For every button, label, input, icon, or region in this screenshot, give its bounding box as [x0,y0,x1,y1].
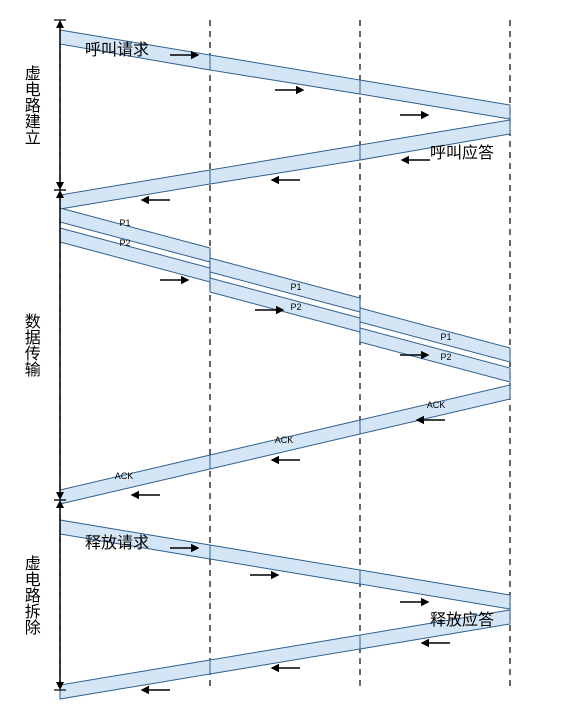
label-call_response: 呼叫应答 [430,143,494,162]
band-tag-ack-8: ACK [115,471,134,481]
phase-label-data: 数据传输 [22,313,41,377]
label-release_request: 释放请求 [85,534,149,552]
band-tag-p2-1: P2 [119,238,130,248]
virtual-circuit-diagram: P1 P2 P1 P2 P1 P2 ACK ACK ACK 呼叫请求呼叫应答释放请求释放应答 虚电路… [0,0,581,710]
band-tag-p1-0: P1 [119,218,130,228]
band-tag-ack-6: ACK [427,400,446,410]
phase-label-teardown: 虚电路拆除 [22,555,41,635]
band-tag-p2-5: P2 [440,352,451,362]
band-tag-p1-4: P1 [440,332,451,342]
phase-label-setup: 虚电路建立 [22,65,41,145]
band-tag-p2-3: P2 [290,302,301,312]
label-call_request: 呼叫请求 [85,41,149,59]
band-tag-ack-7: ACK [275,435,294,445]
band-tag-p1-2: P1 [290,282,301,292]
label-release_response: 释放应答 [430,610,494,629]
